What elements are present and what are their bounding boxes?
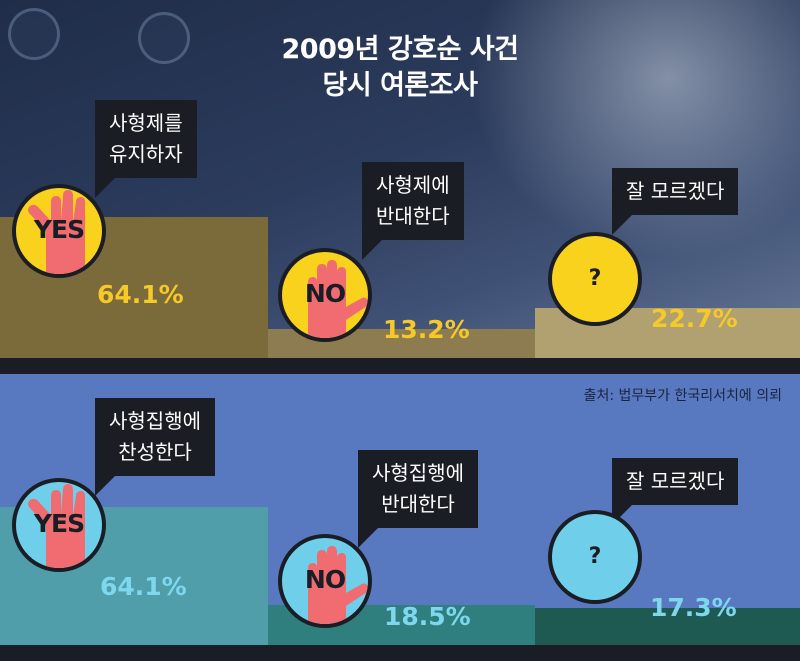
title-line-1: 2009년 강호순 사건 [281, 34, 520, 65]
yes-label: YES [33, 509, 85, 538]
bar-label-top-unsure: 22.7% [651, 304, 738, 333]
bubble-line: 잘 모르겠다 [626, 179, 725, 203]
bar-label-bottom-unsure: 17.3% [650, 593, 737, 622]
source-note: 출처: 법무부가 한국리서치에 의뢰 [583, 388, 782, 404]
yes-label: YES [33, 215, 85, 244]
question-icon: ? [548, 232, 642, 326]
bubble-line: 사형집행에 [109, 409, 201, 433]
question-mark: ? [588, 544, 602, 569]
yes-hand-icon: YES [12, 478, 106, 572]
bubble-tail [95, 176, 117, 198]
title-line-2: 당시 여론조사 [322, 70, 478, 101]
bubble-tail [612, 213, 634, 235]
bubble-bottom-unsure: 잘 모르겠다 [612, 458, 739, 525]
bubble-line: 사형제를 [109, 111, 183, 135]
bar-label-top-oppose: 13.2% [383, 315, 470, 344]
divider-bar [0, 358, 800, 374]
bubble-line: 사형제에 [376, 173, 450, 197]
bubble-top-unsure: 잘 모르겠다 [612, 168, 739, 235]
bubble-line: 반대한다 [381, 492, 455, 516]
bubble-line: 찬성한다 [118, 440, 192, 464]
yes-hand-icon: YES [12, 184, 106, 278]
bottom-base-bar [0, 645, 800, 661]
bubble-line: 반대한다 [376, 204, 450, 228]
bubble-bottom-oppose: 사형집행에 반대한다 [358, 450, 478, 548]
bubble-tail [95, 474, 117, 496]
police-badge-icon [8, 8, 60, 60]
bar-label-bottom-favor: 64.1% [100, 572, 187, 601]
police-badge-icon [138, 12, 190, 64]
bubble-line: 잘 모르겠다 [626, 469, 725, 493]
no-label: NO [304, 565, 346, 594]
no-hand-icon: NO [278, 248, 372, 342]
no-hand-icon: NO [278, 534, 372, 628]
bubble-top-keep: 사형제를 유지하자 [95, 100, 197, 198]
no-label: NO [304, 279, 346, 308]
bar-label-bottom-oppose: 18.5% [384, 602, 471, 631]
bubble-line: 유지하자 [109, 142, 183, 166]
bubble-top-oppose: 사형제에 반대한다 [362, 162, 464, 260]
bubble-tail [358, 526, 380, 548]
question-mark: ? [588, 266, 602, 291]
question-icon: ? [548, 510, 642, 604]
bar-bottom-unsure [535, 608, 800, 645]
bubble-bottom-favor: 사형집행에 찬성한다 [95, 398, 215, 496]
bar-label-top-keep: 64.1% [97, 280, 184, 309]
bubble-tail [362, 238, 384, 260]
page-title: 2009년 강호순 사건 당시 여론조사 [0, 32, 800, 104]
bubble-line: 사형집행에 [372, 461, 464, 485]
